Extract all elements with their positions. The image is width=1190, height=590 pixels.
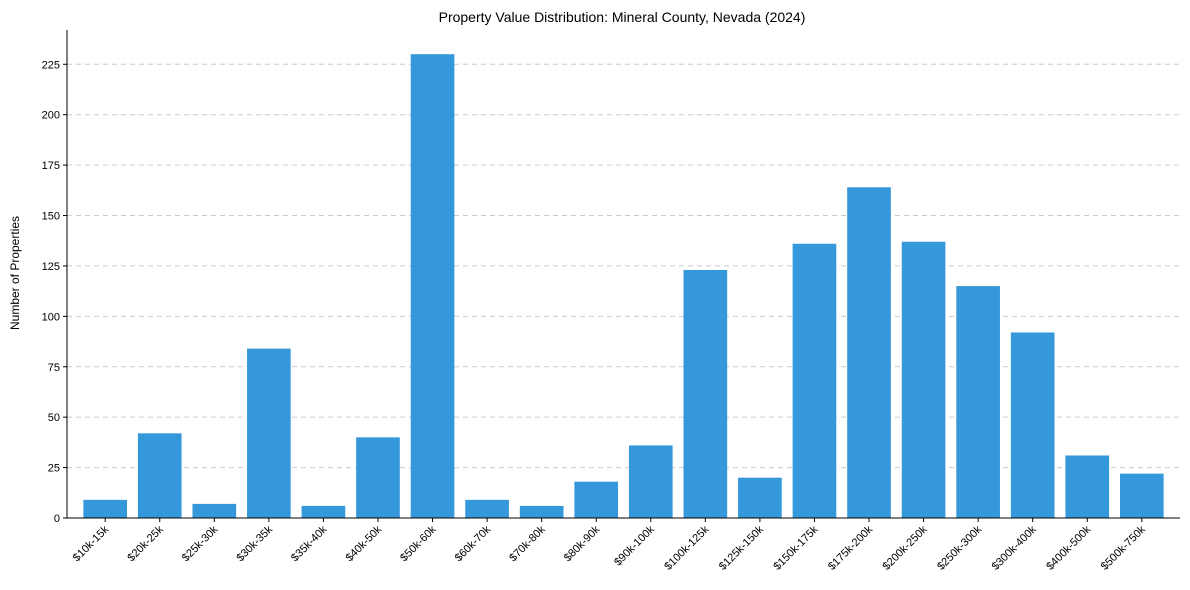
x-tick-label: $20k-25k <box>125 523 166 564</box>
x-tick-label: $50k-60k <box>398 523 439 564</box>
x-tick-label: $90k-100k <box>612 523 657 568</box>
x-tick-label: $400k-500k <box>1044 523 1093 572</box>
x-axis-ticks: $10k-15k $20k-25k $25k-30k $30k-35k $35k-40k… <box>71 518 1148 573</box>
bar <box>574 481 619 518</box>
bar <box>192 503 237 518</box>
bar <box>301 505 346 518</box>
chart-title: Property Value Distribution: Mineral Cou… <box>439 9 806 25</box>
bar <box>356 437 400 518</box>
bar <box>410 54 455 518</box>
bar <box>137 433 182 518</box>
x-tick-label: $175k-200k <box>826 523 875 572</box>
x-tick-label: $70k-80k <box>507 523 548 564</box>
x-tick-label: $300k-400k <box>990 523 1039 572</box>
bar <box>792 243 837 518</box>
bar <box>519 505 564 518</box>
y-tick-label: 150 <box>42 211 60 223</box>
y-tick-label: 50 <box>48 412 60 424</box>
bar <box>247 348 291 518</box>
x-tick-label: $30k-35k <box>234 523 275 564</box>
y-tick-label: 100 <box>42 311 60 323</box>
bar <box>628 445 673 518</box>
y-axis-ticks: 0 25 50 75 100 125 150 175 200 225 <box>42 59 67 525</box>
x-tick-label: $35k-40k <box>289 523 330 564</box>
x-tick-label: $500k-750k <box>1099 523 1148 572</box>
x-tick-label: $60k-70k <box>453 523 494 564</box>
y-tick-label: 175 <box>42 160 60 172</box>
bar <box>83 499 128 518</box>
bar <box>847 187 891 519</box>
bar <box>1119 473 1164 518</box>
bar <box>683 269 728 518</box>
x-tick-label: $80k-90k <box>562 523 603 564</box>
x-tick-label: $40k-50k <box>344 523 385 564</box>
x-tick-label: $200k-250k <box>881 523 930 572</box>
x-tick-label: $25k-30k <box>180 523 221 564</box>
y-tick-label: 0 <box>54 513 60 525</box>
x-tick-label: $250k-300k <box>935 523 984 572</box>
x-tick-label: $100k-125k <box>662 523 711 572</box>
bar <box>901 241 946 518</box>
y-tick-label: 225 <box>42 59 60 71</box>
bar <box>1065 455 1110 518</box>
bar <box>1010 332 1055 518</box>
bars <box>83 54 1164 519</box>
x-tick-label: $125k-150k <box>717 523 766 572</box>
bar <box>956 286 1000 518</box>
y-tick-label: 125 <box>42 261 60 273</box>
y-tick-label: 25 <box>48 463 60 475</box>
y-axis-label: Number of Properties <box>8 216 22 330</box>
bar <box>465 499 509 518</box>
bar <box>738 477 782 518</box>
y-tick-label: 75 <box>48 362 60 374</box>
x-tick-label: $150k-175k <box>771 523 820 572</box>
y-tick-label: 200 <box>42 110 60 122</box>
x-tick-label: $10k-15k <box>71 523 112 564</box>
